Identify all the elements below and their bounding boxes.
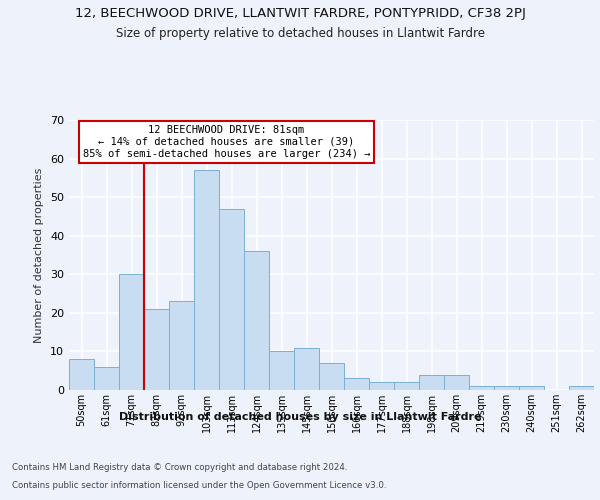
Bar <box>494 386 519 390</box>
Bar <box>569 386 594 390</box>
Bar <box>344 378 369 390</box>
Bar <box>69 359 94 390</box>
Bar <box>194 170 219 390</box>
Bar <box>244 251 269 390</box>
Text: Distribution of detached houses by size in Llantwit Fardre: Distribution of detached houses by size … <box>119 412 481 422</box>
Bar <box>469 386 494 390</box>
Bar <box>419 374 444 390</box>
Bar <box>444 374 469 390</box>
Bar <box>294 348 319 390</box>
Bar <box>269 352 294 390</box>
Bar <box>119 274 144 390</box>
Text: Contains HM Land Registry data © Crown copyright and database right 2024.: Contains HM Land Registry data © Crown c… <box>12 464 347 472</box>
Bar <box>169 302 194 390</box>
Text: Size of property relative to detached houses in Llantwit Fardre: Size of property relative to detached ho… <box>115 28 485 40</box>
Bar <box>219 208 244 390</box>
Text: Contains public sector information licensed under the Open Government Licence v3: Contains public sector information licen… <box>12 481 386 490</box>
Text: 12, BEECHWOOD DRIVE, LLANTWIT FARDRE, PONTYPRIDD, CF38 2PJ: 12, BEECHWOOD DRIVE, LLANTWIT FARDRE, PO… <box>74 8 526 20</box>
Bar <box>319 363 344 390</box>
Bar <box>144 309 169 390</box>
Bar <box>94 367 119 390</box>
Bar <box>394 382 419 390</box>
Text: 12 BEECHWOOD DRIVE: 81sqm
← 14% of detached houses are smaller (39)
85% of semi-: 12 BEECHWOOD DRIVE: 81sqm ← 14% of detac… <box>83 126 370 158</box>
Bar <box>369 382 394 390</box>
Bar <box>519 386 544 390</box>
Y-axis label: Number of detached properties: Number of detached properties <box>34 168 44 342</box>
